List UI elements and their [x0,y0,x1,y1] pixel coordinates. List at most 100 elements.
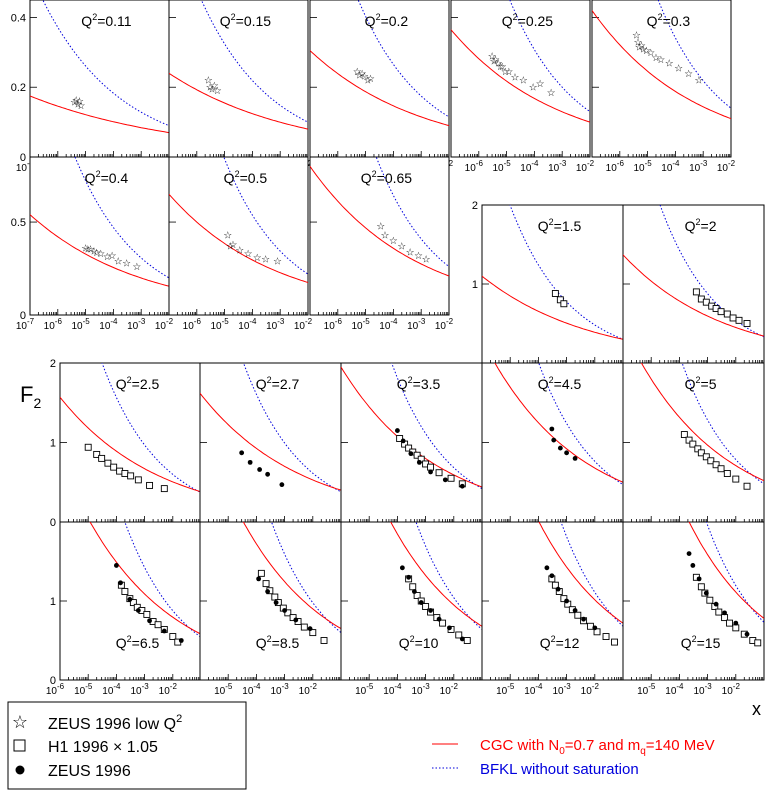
x-tick-base: 10 [270,686,282,697]
panel-body [89,522,201,646]
legend-marker-star: ☆ [12,712,28,732]
x-tick-label: 10-2 [440,682,459,697]
x-tick-label: 10-5 [351,317,370,332]
q2-label-q: Q [220,13,231,29]
zeus-point [733,620,739,626]
x-tick-base: 10 [440,686,452,697]
zeus-low-point: ☆ [273,257,282,268]
x-tick-base: 10 [351,321,363,332]
x-tick-exp: -3 [705,682,713,691]
zeus-point [265,589,271,594]
zeus-point [411,589,417,594]
zeus-low-point: ☆ [637,41,646,52]
x-tick-base: 10 [524,686,536,697]
q2-label-sup: 2 [410,634,415,644]
zeus-low-point: ☆ [261,255,270,266]
zeus-low-point: ☆ [489,57,498,68]
legend-marker-circle [15,765,25,775]
panel-body [60,363,201,494]
x-tick-label: 10-6 [465,159,484,174]
h1-point [717,308,725,316]
zeus-point [572,608,578,613]
x-tick-label: 10-3 [130,682,149,697]
h1-point [110,463,118,471]
q2-label-sup: 2 [376,12,381,22]
q2-label-value: =0.65 [377,170,413,186]
x-tick-label: 10-6 [324,317,343,332]
q2-label: Q2=3.5 [397,375,441,392]
x-tick-exp: -6 [55,317,63,326]
bfkl-curve [223,157,308,275]
legend-marker-square [13,739,26,752]
x-tick-label: 10-2 [581,682,600,697]
h1-point [409,583,417,591]
x-tick-label: 10-3 [689,159,708,174]
h1-point [697,449,705,457]
x-tick-label: 10-2 [155,317,174,332]
zeus-point [436,616,442,622]
h1-point [715,608,723,616]
x-tick-base: 10 [637,686,649,697]
x-tick-label: 10-6 [183,317,202,332]
x-tick-base: 10 [581,686,593,697]
panel-body: ☆☆☆☆☆ [30,0,169,134]
x-tick-base: 10 [99,321,111,332]
q2-label-q: Q [116,635,127,651]
zeus-low-point: ☆ [358,69,367,80]
panel-body [482,205,623,340]
zeus-point [307,626,313,632]
q2-label-sup: 2 [235,169,240,179]
x-tick-exp: -5 [366,682,374,691]
legend-label-zeus-low-main: ZEUS 1996 low Q [48,716,176,733]
panel-body [686,522,764,647]
x-tick-base: 10 [16,163,28,174]
zeus-point [555,586,561,592]
h1-point [729,314,737,322]
zeus-low-point: ☆ [684,69,693,80]
q2-label-q: Q [538,376,549,392]
marker-legend: ☆ ZEUS 1996 low Q2 H1 1996 × 1.05 ZEUS 1… [7,701,247,790]
x-tick-label: 10-5 [214,682,233,697]
q2-label: Q2=5 [685,375,717,392]
zeus-point [114,563,119,568]
x-tick-exp: -5 [83,317,91,326]
zeus-low-point: ☆ [504,67,513,78]
panel-body [538,522,623,646]
q2-label: Q2=0.15 [220,12,272,29]
cgc-curve [60,396,201,493]
panel-frame [168,156,309,316]
x-tick-label: 10-3 [270,682,289,697]
y-tick-label: 2 [472,200,478,212]
cgc-curve [169,72,308,130]
panel-frame [591,0,732,158]
x-tick-label: 10-4 [665,682,684,697]
panel-frame [481,204,624,364]
x-tick-label: 10-3 [693,682,712,697]
x-tick-label: 10-6 [606,159,625,174]
y-tick-label: 1 [50,438,56,450]
x-tick-exp: -5 [507,682,515,691]
x-tick-exp: -5 [363,317,371,326]
bfkl-curve [391,363,482,490]
x-tick-exp: -5 [222,317,230,326]
bfkl-curve [124,522,201,638]
panel-q2-3.5: Q2=3.5 [340,362,483,523]
x-tick-base: 10 [355,686,367,697]
zeus-low-point: ☆ [632,30,641,41]
zeus-low-point: ☆ [73,99,82,110]
h1-point [422,603,430,610]
x-tick-base: 10 [548,163,560,174]
panel-body: ☆☆☆☆☆☆ [310,0,449,127]
q2-label: Q2=0.11 [81,12,132,29]
zeus-low-point: ☆ [204,76,213,87]
cgc-curve [592,10,731,120]
y-tick-label: 0.2 [11,82,26,94]
h1-point [726,619,733,627]
y-tick-label: 1 [472,279,478,291]
x-tick-base: 10 [324,321,336,332]
h1-point [463,637,471,644]
